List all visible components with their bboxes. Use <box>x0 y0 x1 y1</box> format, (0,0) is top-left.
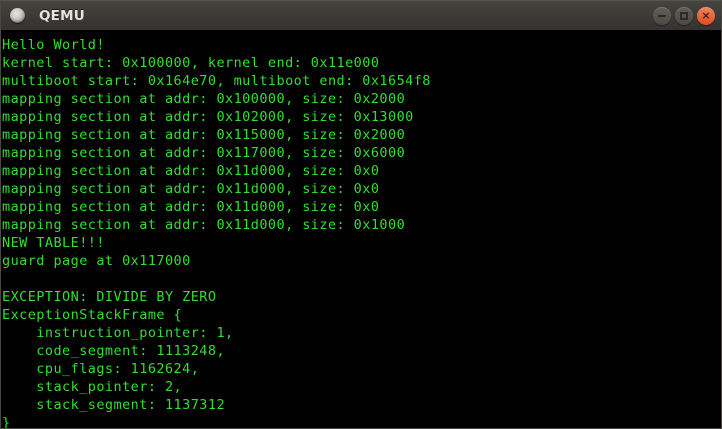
terminal-line: mapping section at addr: 0x11d000, size:… <box>2 199 380 215</box>
minimize-button[interactable] <box>653 6 671 25</box>
terminal-line: instruction_pointer: 1, <box>2 325 234 341</box>
terminal-line: mapping section at addr: 0x100000, size:… <box>2 91 406 107</box>
terminal-line: NEW TABLE!!! <box>2 235 105 251</box>
terminal-line: guard page at 0x117000 <box>2 253 191 269</box>
terminal-line: stack_pointer: 2, <box>2 379 183 395</box>
terminal-line: mapping section at addr: 0x11d000, size:… <box>2 163 380 179</box>
terminal-line: EXCEPTION: DIVIDE BY ZERO <box>2 289 217 305</box>
terminal-line: mapping section at addr: 0x115000, size:… <box>2 127 406 143</box>
terminal-line <box>2 270 721 288</box>
terminal-line: mapping section at addr: 0x11d000, size:… <box>2 217 406 233</box>
terminal-line: Hello World! <box>2 37 105 53</box>
terminal-output: Hello World! kernel start: 0x100000, kern… <box>1 36 721 428</box>
window-controls: × <box>653 6 715 25</box>
window-titlebar[interactable]: QEMU × <box>0 0 722 30</box>
terminal-line: ExceptionStackFrame { <box>2 307 183 323</box>
terminal-line: kernel start: 0x100000, kernel end: 0x11… <box>2 55 380 71</box>
close-button[interactable]: × <box>697 6 715 25</box>
vm-display-area[interactable]: Hello World! kernel start: 0x100000, kern… <box>0 30 722 429</box>
terminal-line: cpu_flags: 1162624, <box>2 361 200 377</box>
terminal-line: stack_segment: 1137312 <box>2 397 226 413</box>
maximize-button[interactable] <box>675 6 693 25</box>
terminal-line: mapping section at addr: 0x117000, size:… <box>2 145 406 161</box>
terminal-line: } <box>2 415 11 428</box>
maximize-icon <box>680 11 688 20</box>
qemu-logo-icon <box>10 8 25 23</box>
terminal-line: mapping section at addr: 0x11d000, size:… <box>2 181 380 197</box>
terminal-line: code_segment: 1113248, <box>2 343 226 359</box>
minimize-icon <box>658 14 666 17</box>
terminal-line: multiboot start: 0x164e70, multiboot end… <box>2 73 431 89</box>
close-icon: × <box>701 9 711 22</box>
window-title: QEMU <box>39 7 85 24</box>
terminal-line: mapping section at addr: 0x102000, size:… <box>2 109 414 125</box>
